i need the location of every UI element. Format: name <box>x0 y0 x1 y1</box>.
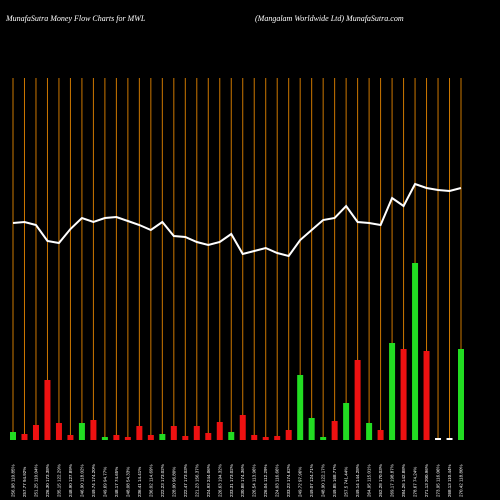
x-tick-label: 262.28 170.03% <box>378 464 383 497</box>
x-tick-label: 270.42 118.80% <box>459 465 464 497</box>
x-tick-label: 249.69 94.77% <box>102 467 107 497</box>
bar <box>354 360 361 440</box>
bar <box>159 434 166 440</box>
bar <box>343 403 350 440</box>
bar <box>331 421 338 440</box>
x-tick-label: 249.74 174.20% <box>91 464 96 497</box>
x-tick-label: 264.95 115.01% <box>367 465 372 497</box>
x-tick-label: 236.02 114.69% <box>148 465 153 497</box>
x-tick-label: 233.31 173.02% <box>229 464 234 497</box>
x-tick-label: 284.26 142.88% <box>401 464 406 497</box>
x-labels: 256.98 110.85% 257.77 94.92% 251.25 110.04… <box>11 464 464 497</box>
x-tick-label: 256.98 110.85% <box>11 465 16 497</box>
bar <box>136 426 143 440</box>
bar <box>216 422 223 440</box>
x-tick-label: 228.00 96.80% <box>171 467 176 497</box>
bars <box>10 263 464 440</box>
bar <box>423 351 430 440</box>
chart-subtitle: (Mangalam Worldwide Ltd) MunafaSutra.com <box>255 14 404 23</box>
bar <box>101 437 108 440</box>
bar <box>389 343 396 440</box>
bar <box>308 418 315 440</box>
bar <box>205 433 212 440</box>
line-layer <box>12 182 462 258</box>
bar <box>285 430 292 440</box>
bar <box>446 438 453 440</box>
bar <box>113 435 120 440</box>
x-tick-label: 226.04 112.29% <box>263 465 268 497</box>
x-tick-label: 249.14 144.28% <box>355 464 360 497</box>
bar <box>10 432 16 440</box>
bar <box>193 426 200 440</box>
x-tick-label: 246.90 118.02% <box>79 465 84 497</box>
x-tick-label: 222.47 173.03% <box>183 464 188 497</box>
x-tick-label: 233.23 174.62% <box>286 464 291 497</box>
bar <box>124 437 131 440</box>
bar <box>262 437 269 440</box>
x-tick-label: 269.17 198.87% <box>390 464 395 497</box>
x-tick-label: 271.13 200.96% <box>424 464 429 497</box>
x-tick-label: 221.23 156.37% <box>194 464 199 497</box>
x-tick-label: 236.41 14.41% <box>137 467 142 497</box>
x-tick-label: 248.17 74.65% <box>114 467 119 497</box>
bar <box>67 435 74 440</box>
x-tick-label: 257.5 741.44% <box>344 467 349 497</box>
x-tick-label: 249.07 124.71% <box>309 464 314 497</box>
x-tick-label: 222.23 173.02% <box>160 464 165 497</box>
price-line <box>12 182 462 258</box>
x-tick-label: 226.30 173.38% <box>45 464 50 497</box>
x-tick-label: 278.67 74.24% <box>413 467 418 497</box>
x-tick-label: 249.85 168.77% <box>332 464 337 497</box>
bar <box>251 435 258 440</box>
bar <box>412 263 419 440</box>
x-tick-label: 235.15 122.29% <box>56 464 61 497</box>
bar <box>297 375 304 440</box>
bar <box>78 423 85 440</box>
x-tick-label: 224.03 116.66% <box>275 465 280 497</box>
bar <box>147 435 154 440</box>
bar <box>320 437 327 440</box>
x-tick-label: 268.13 110.44% <box>447 465 452 497</box>
bar <box>21 434 28 440</box>
bar <box>274 436 281 440</box>
x-tick-label: 230.88 174.36% <box>240 464 245 497</box>
bar <box>170 426 177 440</box>
bar <box>239 415 246 440</box>
bar <box>400 349 407 440</box>
x-tick-label: 248.08 54.33% <box>125 467 130 497</box>
bar <box>458 349 464 440</box>
bar <box>228 432 235 440</box>
x-tick-label: 273.95 116.06% <box>436 465 441 497</box>
bar <box>32 425 39 440</box>
bar <box>377 430 384 440</box>
x-tick-label: 226.54 113.96% <box>252 465 257 497</box>
x-tick-label: 249.72 97.96% <box>298 467 303 497</box>
x-tick-label: 257.77 94.92% <box>22 467 27 497</box>
bar <box>435 438 442 440</box>
bar <box>366 423 373 440</box>
bar <box>182 436 189 440</box>
chart-title: MunafaSutra Money Flow Charts for MWL <box>5 14 146 23</box>
x-tick-label: 248.90 122.17% <box>321 464 326 497</box>
x-tick-label: 224.93 244.06% <box>206 464 211 497</box>
bar <box>44 380 51 440</box>
bar <box>90 420 97 440</box>
x-tick-label: 248.90 127.89% <box>68 464 73 497</box>
x-tick-label: 251.25 110.04% <box>33 465 38 497</box>
x-tick-label: 226.63 194.32% <box>217 464 222 497</box>
bar <box>55 423 62 440</box>
